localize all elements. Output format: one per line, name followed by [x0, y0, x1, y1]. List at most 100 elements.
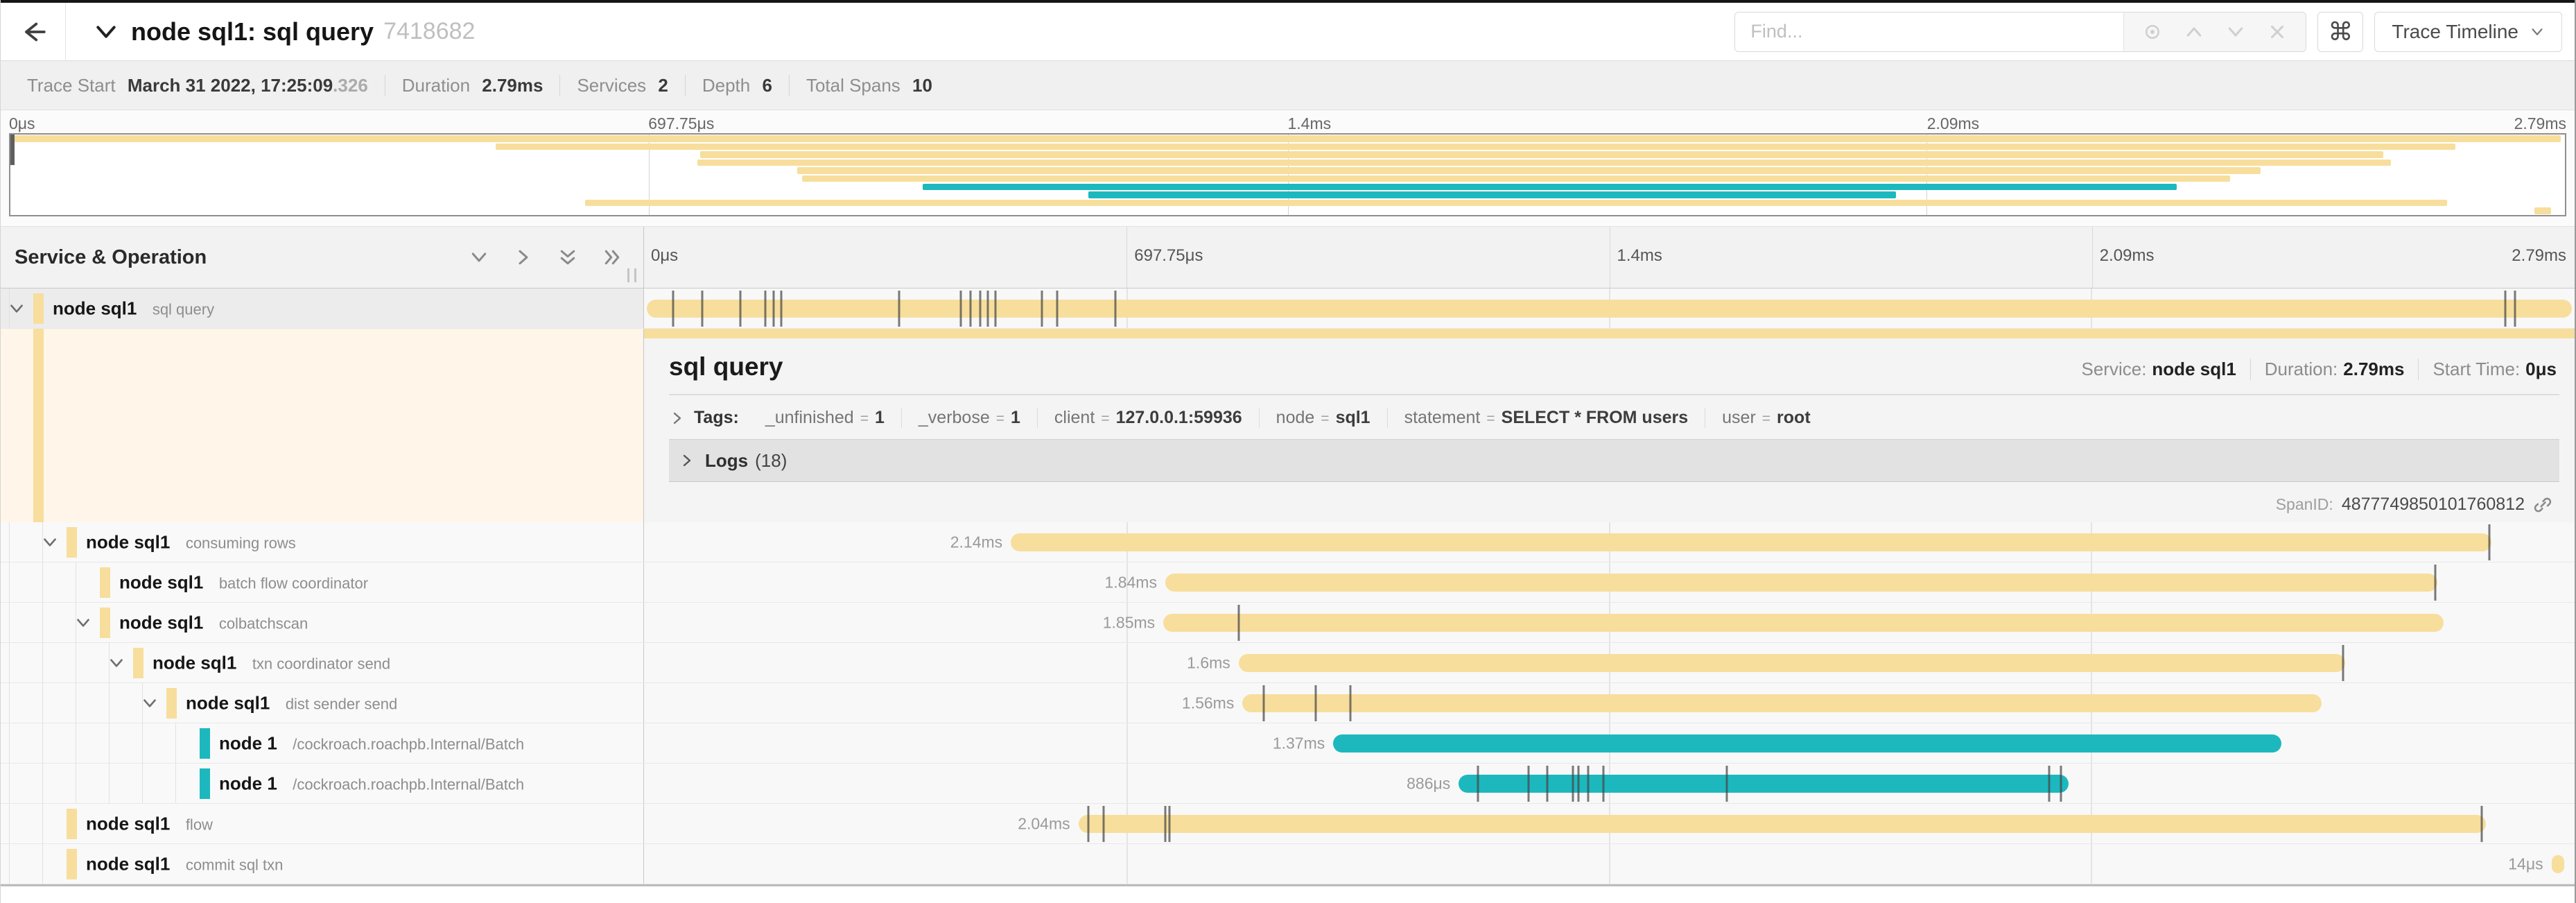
- span-bar[interactable]: [2551, 854, 2564, 873]
- span-bar[interactable]: [1459, 774, 2069, 793]
- tag-item[interactable]: _unfinished = 1: [765, 408, 885, 427]
- span-timeline-cell[interactable]: 1.84ms: [644, 562, 2575, 602]
- next-match-icon[interactable]: [2225, 22, 2246, 42]
- start-time-label: Start Time:: [2433, 359, 2521, 379]
- tree-indent-guide: [42, 643, 43, 682]
- span-tree-item[interactable]: node sql1 dist sender send: [1, 683, 644, 723]
- span-tree-item[interactable]: node sql1 batch flow coordinator: [1, 562, 644, 602]
- tag-item[interactable]: _verbose = 1: [900, 408, 1037, 428]
- span-tree-item[interactable]: node sql1 flow: [1, 804, 644, 843]
- chevron-down-icon[interactable]: [41, 533, 59, 551]
- minimap-span-bar: [496, 143, 2455, 150]
- minimap-tick-label: 1.4ms: [1287, 114, 1332, 132]
- expand-all-icon[interactable]: [602, 247, 623, 268]
- span-tree-item[interactable]: node sql1 consuming rows: [1, 522, 644, 562]
- logs-row[interactable]: Logs (18): [669, 439, 2559, 482]
- minimap-tick-label: 697.75μs: [648, 114, 715, 132]
- span-duration-label: 14μs: [2508, 854, 2543, 872]
- span-row: node sql1 batch flow coordinator 1.84ms: [1, 562, 2575, 603]
- span-tree-item[interactable]: node sql1 commit sql txn: [1, 844, 644, 884]
- chevron-down-icon[interactable]: [107, 654, 125, 672]
- span-operation-name: sql query: [152, 300, 215, 318]
- span-color-block: [33, 293, 44, 324]
- span-duration-label: 1.37ms: [1272, 734, 1325, 752]
- span-tree-item[interactable]: node 1 /cockroach.roachpb.Internal/Batch: [1, 723, 644, 763]
- collapse-one-icon[interactable]: [469, 247, 489, 268]
- back-button[interactable]: [1, 3, 66, 60]
- expand-one-icon[interactable]: [513, 247, 534, 268]
- ruler-tick-label: 697.75μs: [1126, 227, 1203, 288]
- span-detail-header: sql query Service: node sql1 Duration: 2.7…: [669, 352, 2559, 395]
- span-bar[interactable]: [1011, 533, 2492, 551]
- window-top-edge: [1, 0, 2575, 3]
- span-detail: sql query Service: node sql1 Duration: 2.7…: [644, 338, 2575, 515]
- span-duration-label: 1.85ms: [1102, 613, 1156, 631]
- minimap-gridline: [1287, 135, 1289, 215]
- span-timeline-cell[interactable]: 886μs: [644, 764, 2575, 803]
- span-timeline-cell[interactable]: 2.14ms: [644, 522, 2575, 562]
- chevron-down-icon[interactable]: [141, 694, 159, 712]
- tag-item[interactable]: statement = SELECT * FROM users: [1386, 408, 1705, 428]
- span-operation-name: commit sql txn: [185, 856, 284, 873]
- tag-item[interactable]: client = 127.0.0.1:59936: [1036, 408, 1259, 428]
- span-color-block: [100, 607, 110, 638]
- span-row: node sql1 consuming rows 2.14ms: [1, 522, 2575, 562]
- timeline-minimap[interactable]: [9, 133, 2566, 216]
- column-resizer-grip[interactable]: [627, 268, 636, 282]
- find-input[interactable]: [1735, 12, 2124, 51]
- span-operation-name: batch flow coordinator: [218, 574, 369, 592]
- tags-row[interactable]: Tags: _unfinished = 1 _verbose = 1 client = 127.…: [669, 395, 2559, 439]
- span-labels: node 1 /cockroach.roachpb.Internal/Batch: [219, 732, 524, 754]
- tree-indent-guide: [142, 723, 143, 763]
- span-bar[interactable]: [1238, 653, 2345, 672]
- span-bar[interactable]: [1078, 814, 2486, 833]
- keyboard-shortcuts-button[interactable]: ⌘: [2317, 11, 2364, 52]
- span-tree-item[interactable]: node sql1 txn coordinator send: [1, 643, 644, 682]
- log-marker-tick: [1168, 805, 1171, 842]
- tag-item[interactable]: node = sql1: [1258, 408, 1387, 428]
- trace-summary-bar: Trace Start March 31 2022, 17:25:09.326 D…: [1, 61, 2575, 110]
- span-color-block: [67, 808, 77, 839]
- tree-indent-guide: [142, 683, 143, 723]
- span-timeline-cell[interactable]: 1.56ms: [644, 683, 2575, 723]
- tag-item[interactable]: user = root: [1705, 408, 1827, 428]
- span-bar[interactable]: [1165, 573, 2438, 592]
- clear-find-icon[interactable]: [2267, 22, 2288, 42]
- span-tree-item[interactable]: node sql1 colbatchscan: [1, 603, 644, 642]
- span-timeline-cell[interactable]: 14μs: [644, 844, 2575, 884]
- span-tree-item[interactable]: node sql1 sql query: [1, 289, 644, 328]
- chevron-down-icon[interactable]: [74, 614, 92, 632]
- tree-indent-guide: [109, 643, 110, 682]
- span-timeline-cell[interactable]: 1.85ms: [644, 603, 2575, 642]
- tree-indent-guide: [9, 723, 10, 763]
- collapse-all-icon[interactable]: [557, 247, 578, 268]
- trace-view-selector[interactable]: Trace Timeline: [2374, 11, 2562, 52]
- span-color-block: [200, 768, 210, 799]
- span-bar[interactable]: [647, 299, 2572, 318]
- span-timeline-cell[interactable]: 1.37ms: [644, 723, 2575, 763]
- prev-match-icon[interactable]: [2184, 22, 2204, 42]
- selected-span-color-stripe: [33, 329, 44, 522]
- span-color-block: [133, 647, 143, 678]
- span-bar[interactable]: [1333, 734, 2281, 752]
- span-bar[interactable]: [1163, 613, 2444, 632]
- span-operation-name: flow: [185, 816, 213, 833]
- span-timeline-cell[interactable]: 2.04ms: [644, 804, 2575, 843]
- tree-indent-guide: [9, 764, 10, 803]
- span-id-row: SpanID: 4877749850101760812: [669, 482, 2559, 515]
- minimap-scrubber-handle[interactable]: [10, 135, 15, 165]
- span-timeline-cell[interactable]: 1.6ms: [644, 643, 2575, 682]
- span-operation-name: consuming rows: [185, 534, 296, 551]
- span-operation-name: /cockroach.roachpb.Internal/Batch: [293, 775, 525, 793]
- selected-span-accent-bar: [644, 329, 2575, 338]
- collapse-trace-chevron-icon[interactable]: [92, 18, 120, 46]
- deep-link-icon[interactable]: [2533, 495, 2552, 515]
- span-tree-item[interactable]: node 1 /cockroach.roachpb.Internal/Batch: [1, 764, 644, 803]
- log-marker-tick: [1477, 765, 1479, 802]
- span-service-name: node sql1: [86, 853, 171, 874]
- chevron-down-icon[interactable]: [8, 300, 26, 318]
- span-timeline-cell[interactable]: [644, 289, 2575, 328]
- log-marker-tick: [2514, 290, 2516, 327]
- span-bar[interactable]: [1242, 694, 2322, 712]
- focus-match-icon[interactable]: [2142, 22, 2163, 42]
